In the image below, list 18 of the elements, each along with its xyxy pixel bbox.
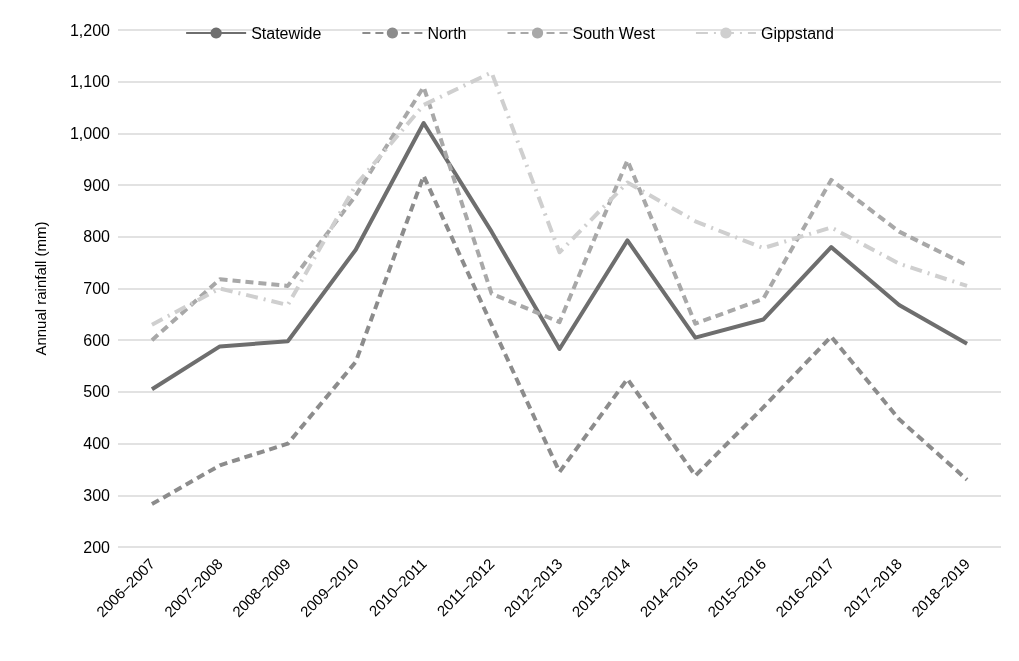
legend-label: Statewide	[251, 24, 322, 42]
y-tick-label: 1,000	[69, 124, 111, 142]
y-tick-label: 500	[83, 383, 111, 401]
y-tick-label: 1,200	[69, 21, 111, 39]
y-tick-label: 200	[83, 538, 111, 556]
y-tick-label: 800	[83, 228, 111, 246]
legend-label: Gippstand	[760, 24, 834, 42]
y-tick-label: 600	[83, 331, 111, 349]
y-tick-label: 300	[83, 486, 111, 504]
y-tick-label: 1,100	[69, 73, 111, 91]
y-tick-label: 400	[83, 435, 111, 453]
y-tick-label: 700	[83, 280, 111, 297]
y-axis-title: Annual rainfall (mm)	[32, 221, 49, 356]
y-tick-label: 900	[83, 176, 111, 194]
line-series	[149, 121, 970, 392]
line-series	[149, 173, 970, 507]
legend-label: South West	[572, 24, 656, 42]
legend-label: North	[427, 24, 467, 42]
